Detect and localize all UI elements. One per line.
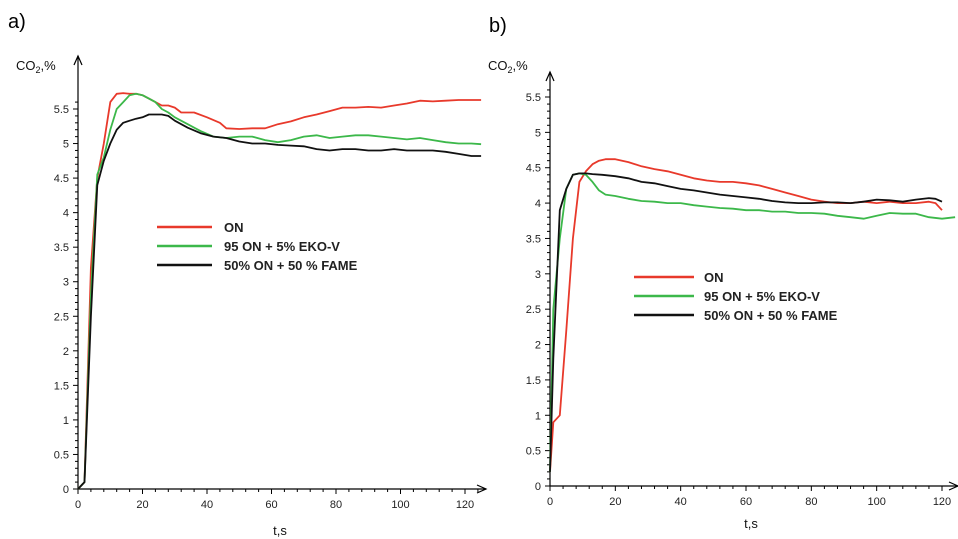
y-tick-label-a: 2.5 [54,311,69,323]
x-axis-arrow-b [948,481,958,491]
y-axis-arrow-a [73,54,83,66]
y-tick-label-b: 5.5 [526,92,541,104]
x-tick-label-a: 60 [265,499,277,511]
y-tick-label-b: 1 [535,410,541,422]
y-tick-label-a: 5 [63,139,69,151]
y-tick-label-b: 0 [535,481,541,493]
y-tick-label-b: 3.5 [526,233,541,245]
x-tick-label-a: 40 [201,499,213,511]
x-tick-label-b: 120 [933,496,951,508]
y-tick-label-b: 0.5 [526,446,541,458]
y-tick-label-b: 5 [535,127,541,139]
legend-label-a-2: 50% ON + 50 % FAME [224,258,358,273]
x-tick-label-b: 60 [740,496,752,508]
y-tick-label-a: 1 [63,415,69,427]
legend-a: ON 95 ON + 5% EKO-V 50% ON + 50 % FAME [157,220,358,273]
panel-label-a: a) [8,11,26,33]
y-tick-label-b: 4.5 [526,163,541,175]
x-axis-title-b: t,s [744,516,758,531]
y-tick-label-a: 0 [63,484,69,496]
series-line-b-2 [549,172,943,472]
legend-label-b-1: 95 ON + 5% EKO-V [704,289,820,304]
chart-panel-a: a)CO2,%t,s00.511.522.533.544.555.50 20 40 6… [8,11,488,538]
y-axis-title-b: CO2,% [488,58,528,75]
x-tick-label-b: 20 [609,496,621,508]
y-tick-label-a: 1.5 [54,380,69,392]
x-tick-label-a: 100 [391,499,409,511]
legend-label-b-2: 50% ON + 50 % FAME [704,308,838,323]
y-axis-title-unit: ,% [41,58,57,73]
series-line-a-2 [77,113,482,490]
chart-panel-b: b)CO2,%t,s00.511.522.533.544.555.50 20 40 6… [488,15,958,531]
y-tick-label-a: 4.5 [54,173,69,185]
series-line-a-1 [77,92,482,490]
y-axis-title-unit: ,% [513,58,529,73]
series-line-b-1 [549,172,956,472]
y-axis-title-main: CO [488,58,508,73]
y-tick-label-b: 2.5 [526,304,541,316]
series-line-b-0 [549,158,943,472]
x-tick-label-b: 0 [547,496,553,508]
x-tick-label-b: 80 [805,496,817,508]
x-axis-title-a: t,s [273,523,287,538]
x-tick-label-a: 0 [75,499,81,511]
x-tick-label-b: 100 [867,496,885,508]
series-line-a-0 [77,92,482,490]
y-tick-label-b: 2 [535,340,541,352]
y-axis-title-subscript: 2 [508,65,513,75]
y-tick-label-a: 5.5 [54,104,69,116]
panel-label-b: b) [489,15,507,37]
y-axis-title-a: CO2,% [16,58,56,75]
y-tick-label-a: 3.5 [54,242,69,254]
legend-label-b-0: ON [704,270,724,285]
y-tick-label-b: 4 [535,198,541,210]
legend-b: ON 95 ON + 5% EKO-V 50% ON + 50 % FAME [634,270,838,323]
x-tick-label-a: 120 [456,499,474,511]
y-tick-label-b: 3 [535,269,541,281]
y-tick-label-a: 2 [63,346,69,358]
legend-label-a-0: ON [224,220,244,235]
y-tick-label-a: 3 [63,277,69,289]
x-axis-arrow-a [476,484,488,494]
legend-label-a-1: 95 ON + 5% EKO-V [224,239,340,254]
y-tick-label-b: 1.5 [526,375,541,387]
y-axis-title-subscript: 2 [36,65,41,75]
x-tick-label-a: 20 [136,499,148,511]
x-tick-label-b: 40 [675,496,687,508]
y-axis-title-main: CO [16,58,36,73]
x-tick-label-a: 80 [330,499,342,511]
y-tick-label-a: 4 [63,208,69,220]
y-tick-label-a: 0.5 [54,449,69,461]
y-axis-arrow-b [545,70,555,82]
